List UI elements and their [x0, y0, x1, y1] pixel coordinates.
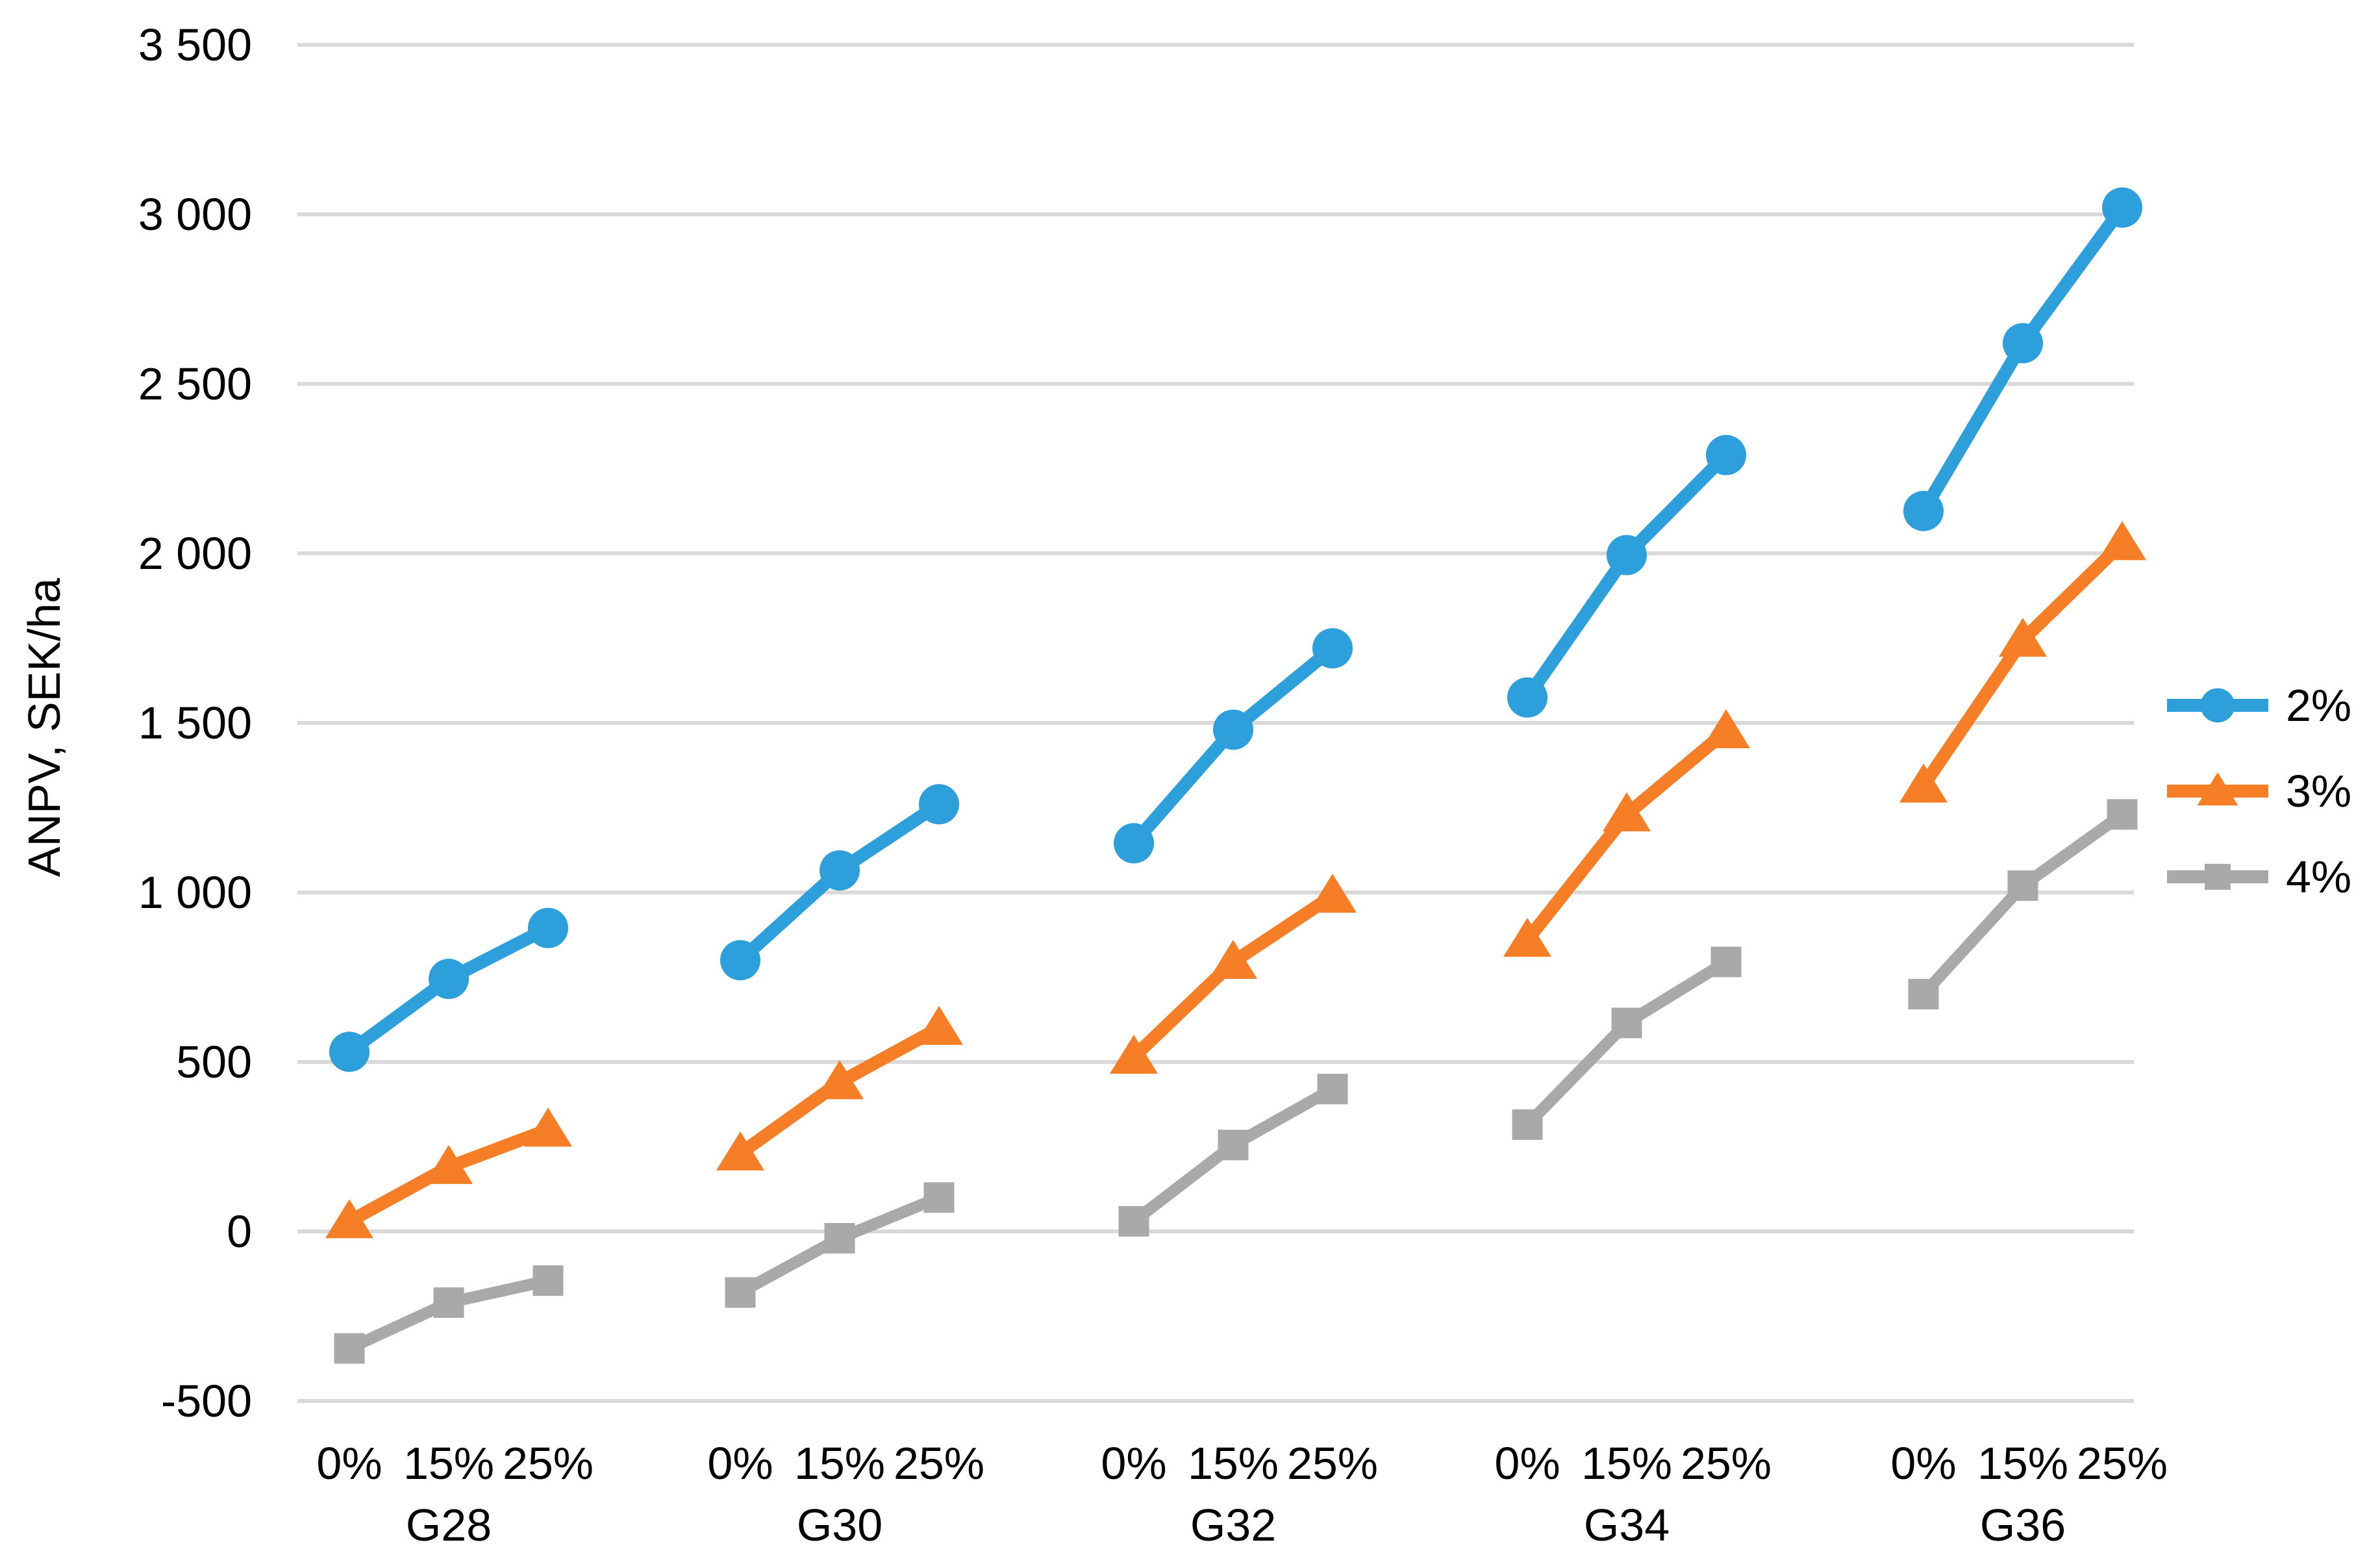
series-marker-square: [532, 1265, 564, 1296]
axis-labels-layer: 3 500 3 000 2 500 2 000 1 500 1 000 500 0 -500 0%…: [138, 19, 2168, 1550]
x-tick-label: 0%: [1890, 1438, 1956, 1489]
y-axis-title: ANPV, SEK/ha: [19, 578, 69, 877]
x-tick-label: 15%: [403, 1438, 494, 1489]
legend-label: 4%: [2286, 851, 2351, 902]
series-marker-square: [433, 1287, 464, 1318]
series-marker-square: [1317, 1074, 1348, 1105]
series-marker-square: [1118, 1205, 1149, 1237]
series-marker-triangle: [524, 1107, 572, 1147]
x-tick-label: 25%: [1681, 1438, 1772, 1489]
x-tick-label: 25%: [503, 1438, 594, 1489]
series-marker-circle: [2200, 688, 2235, 723]
series-marker-circle: [528, 907, 568, 948]
series-marker-triangle: [716, 1131, 764, 1170]
series-line-4%: [1918, 808, 2128, 1000]
y-tick-label: 2 500: [138, 359, 252, 409]
x-tick-label: 15%: [1581, 1438, 1672, 1489]
y-tick-label: 0: [227, 1206, 252, 1257]
series-line-3%: [1521, 725, 1733, 947]
x-tick-label: 25%: [894, 1438, 984, 1489]
series-marker-circle: [1213, 709, 1253, 750]
series-marker-square: [1908, 979, 1939, 1010]
series-marker-circle: [919, 784, 959, 825]
y-tick-label: 3 500: [138, 19, 252, 70]
series-marker-triangle: [325, 1199, 373, 1239]
series-marker-triangle: [816, 1060, 864, 1100]
series-marker-triangle: [2098, 521, 2146, 561]
x-tick-label: 0%: [707, 1438, 773, 1489]
y-tick-label: 500: [176, 1037, 252, 1087]
series-marker-square: [824, 1222, 855, 1254]
x-tick-label: 0%: [1101, 1438, 1166, 1489]
series-marker-triangle: [1209, 940, 1257, 979]
x-group-label: G34: [1584, 1500, 1670, 1550]
series-marker-circle: [429, 959, 469, 1000]
x-tick-label: 15%: [794, 1438, 885, 1489]
series-marker-circle: [720, 940, 760, 981]
series-marker-circle: [1706, 435, 1746, 475]
x-tick-label: 0%: [1494, 1438, 1560, 1489]
series-layer: [325, 187, 2146, 1364]
x-tick-label: 0%: [316, 1438, 382, 1489]
x-tick-label: 15%: [1977, 1438, 2068, 1489]
x-tick-label: 25%: [1287, 1438, 1378, 1489]
series-marker-square: [2107, 799, 2138, 830]
series-marker-square: [1218, 1129, 1249, 1161]
series-marker-square: [1710, 946, 1742, 978]
series-marker-circle: [2003, 323, 2043, 364]
series-marker-triangle: [1899, 763, 1948, 803]
series-marker-square: [2205, 864, 2231, 890]
series-marker-circle: [1114, 823, 1154, 864]
series-marker-circle: [1607, 535, 1647, 575]
x-group-label: G36: [1980, 1500, 2066, 1550]
series-marker-square: [923, 1182, 955, 1213]
y-tick-label: 2 000: [138, 528, 252, 579]
x-group-label: G32: [1190, 1500, 1276, 1550]
series-marker-triangle: [2197, 772, 2238, 806]
x-tick-label: 15%: [1188, 1438, 1279, 1489]
y-tick-label: 1 500: [138, 698, 252, 748]
legend: 2% 3% 4%: [2167, 680, 2351, 902]
series-marker-circle: [1903, 490, 1944, 531]
series-marker-triangle: [1503, 918, 1551, 957]
y-tick-label: -500: [161, 1376, 252, 1426]
y-tick-label: 1 000: [138, 867, 252, 918]
series-marker-circle: [1507, 677, 1547, 718]
series-marker-square: [334, 1333, 365, 1364]
series-marker-square: [1512, 1109, 1543, 1141]
series-marker-triangle: [1999, 618, 2047, 657]
series-marker-square: [1611, 1007, 1642, 1039]
series-marker-triangle: [1702, 709, 1750, 749]
legend-label: 3%: [2286, 766, 2351, 816]
series-marker-triangle: [1603, 792, 1651, 831]
series-marker-triangle: [915, 1005, 963, 1045]
series-marker-circle: [820, 850, 860, 891]
series-line-3%: [1917, 536, 2129, 792]
legend-item-2%: 2%: [2167, 680, 2351, 731]
series-marker-triangle: [1309, 874, 1357, 913]
series-marker-triangle: [425, 1144, 473, 1184]
series-marker-square: [725, 1277, 756, 1308]
y-tick-label: 3 000: [138, 189, 252, 240]
x-group-label: G30: [797, 1500, 883, 1550]
series-line-2%: [1521, 448, 1733, 704]
legend-label: 2%: [2286, 680, 2351, 731]
legend-item-4%: 4%: [2167, 851, 2351, 902]
x-group-label: G28: [406, 1500, 492, 1550]
x-tick-label: 25%: [2077, 1438, 2168, 1489]
legend-item-3%: 3%: [2167, 766, 2351, 816]
series-marker-circle: [1312, 628, 1353, 669]
series-marker-circle: [329, 1031, 370, 1072]
series-marker-square: [2007, 870, 2038, 902]
series-marker-circle: [2102, 187, 2142, 228]
series-line-4%: [1522, 956, 1732, 1131]
series-marker-triangle: [1110, 1035, 1158, 1074]
